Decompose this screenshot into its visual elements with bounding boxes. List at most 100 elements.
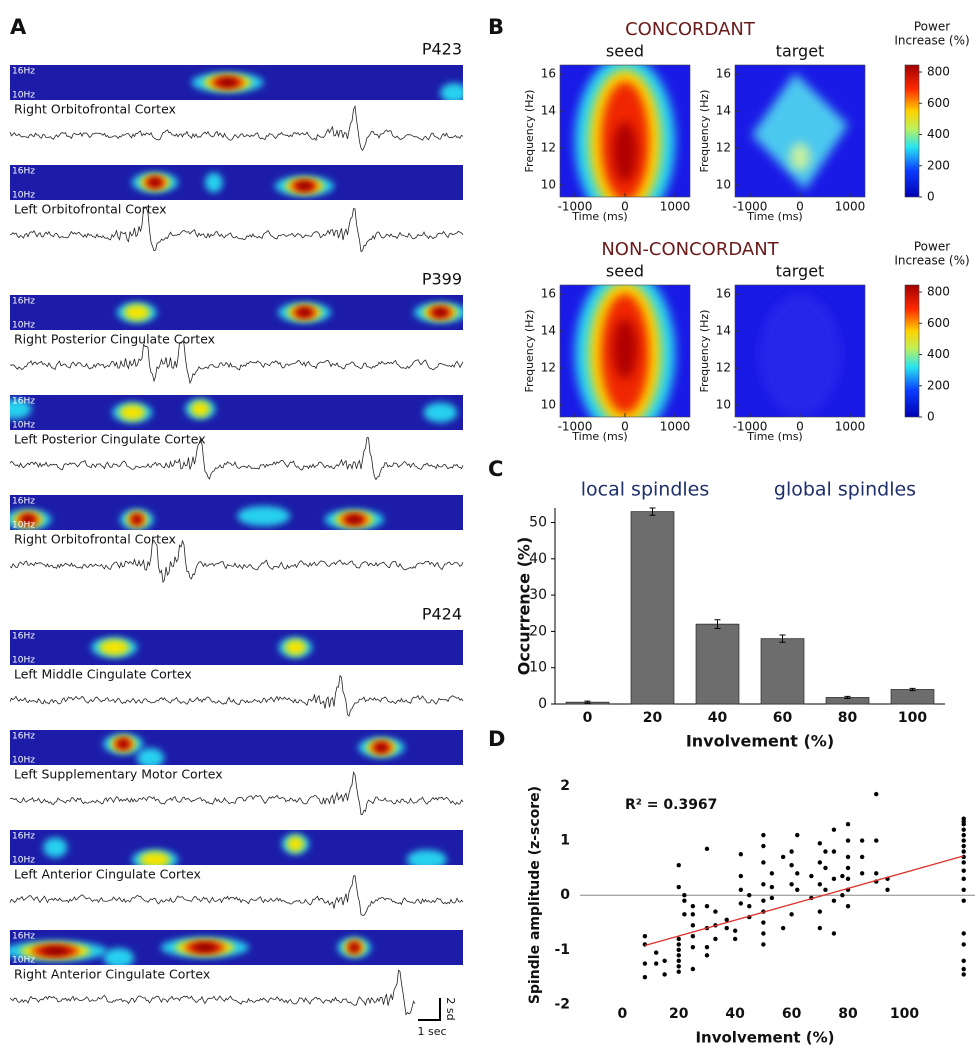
y-tick-label: 16 xyxy=(716,67,731,81)
blob xyxy=(123,304,150,321)
blob xyxy=(98,639,130,656)
eeg-trace xyxy=(9,770,464,816)
colorbar xyxy=(904,64,920,198)
colorbar-tick-label: 800 xyxy=(927,285,950,299)
blob xyxy=(406,849,447,865)
point xyxy=(704,903,710,909)
fit-line xyxy=(644,855,964,947)
point xyxy=(761,931,766,936)
patient-id: P399 xyxy=(422,270,462,289)
point xyxy=(682,912,687,917)
x-tick-label: 0 xyxy=(583,710,593,726)
point xyxy=(961,931,966,936)
x-tick-label: 80 xyxy=(838,710,858,726)
blob xyxy=(350,943,358,952)
scale-bar xyxy=(418,998,441,1021)
bar xyxy=(630,511,675,705)
bar xyxy=(695,623,740,705)
blob xyxy=(133,515,141,524)
blob xyxy=(613,121,637,182)
freq-label: 16Hz xyxy=(12,397,35,407)
point xyxy=(653,961,659,966)
point xyxy=(780,854,786,860)
x-tick-label: 0 xyxy=(621,200,629,214)
blob xyxy=(613,318,637,379)
freq-label: 10Hz xyxy=(12,656,35,666)
spectrogram-blobs xyxy=(10,506,384,530)
y-tick-label: 12 xyxy=(541,141,556,155)
error-bar xyxy=(584,700,591,704)
x-axis-label: Involvement (%) xyxy=(686,732,834,751)
error-bar xyxy=(779,634,786,643)
panel-label: C xyxy=(488,457,503,481)
point xyxy=(885,887,890,892)
point xyxy=(676,969,681,974)
point xyxy=(961,958,966,964)
point xyxy=(961,827,966,832)
point xyxy=(961,868,966,873)
point xyxy=(961,843,966,849)
blob xyxy=(205,172,223,193)
point xyxy=(817,882,823,887)
freq-label: 16Hz xyxy=(12,67,35,77)
x-tick-label: 40 xyxy=(725,1006,745,1022)
point xyxy=(732,928,738,933)
y-axis-label: Frequency (Hz) xyxy=(698,310,711,393)
error-bar xyxy=(909,687,916,692)
blob xyxy=(193,943,217,952)
colorbar-tick-label: 800 xyxy=(927,65,950,79)
spectrogram-blobs xyxy=(43,834,447,865)
bar xyxy=(890,689,935,705)
point xyxy=(795,832,800,838)
point xyxy=(961,821,966,827)
point xyxy=(840,873,845,879)
annotation: R² = 0.3967 xyxy=(625,797,717,813)
freq-label: 10Hz xyxy=(12,91,35,101)
freq-label: 16Hz xyxy=(12,832,35,842)
map-blobs xyxy=(575,285,675,417)
point xyxy=(823,849,828,854)
colorbar-tick-label: 600 xyxy=(927,96,950,110)
annotation: local spindles xyxy=(581,479,710,501)
y-tick-label: -2 xyxy=(554,997,570,1013)
point xyxy=(704,944,710,950)
x-tick-label: 60 xyxy=(782,1006,802,1022)
point xyxy=(789,912,794,917)
x-tick-label: 1000 xyxy=(660,200,691,214)
point xyxy=(690,944,696,950)
freq-label: 10Hz xyxy=(12,856,35,866)
y-tick-label: 30 xyxy=(529,587,547,603)
freq-label: 10Hz xyxy=(12,191,35,201)
point xyxy=(780,925,786,931)
point xyxy=(738,873,744,879)
point xyxy=(690,934,696,939)
point xyxy=(845,854,851,860)
eeg-trace xyxy=(9,674,464,717)
point xyxy=(789,849,794,854)
point xyxy=(817,925,823,931)
y-axis-label: Frequency (Hz) xyxy=(698,90,711,173)
point xyxy=(732,936,738,942)
blob xyxy=(10,399,32,419)
point xyxy=(831,876,837,882)
point xyxy=(823,865,828,871)
point xyxy=(961,838,966,843)
spectrogram-strip xyxy=(10,395,463,430)
y-axis-label: Frequency (Hz) xyxy=(523,310,536,393)
condition-title: NON-CONCORDANT xyxy=(601,239,779,260)
spectrogram-blobs xyxy=(10,937,372,965)
colorbar-title: Power xyxy=(914,240,950,254)
point xyxy=(874,838,879,843)
point xyxy=(817,860,823,865)
panel-label: D xyxy=(488,727,505,751)
point xyxy=(676,884,681,890)
point xyxy=(761,860,766,865)
point xyxy=(817,909,823,914)
point xyxy=(845,821,851,827)
channel-name: Right Anterior Cingulate Cortex xyxy=(14,967,210,982)
channel-name: Left Posterior Cingulate Cortex xyxy=(14,432,206,447)
point xyxy=(961,860,966,865)
y-tick-label: -1 xyxy=(554,942,570,958)
point xyxy=(690,966,696,972)
spectrogram-strip xyxy=(10,295,463,330)
